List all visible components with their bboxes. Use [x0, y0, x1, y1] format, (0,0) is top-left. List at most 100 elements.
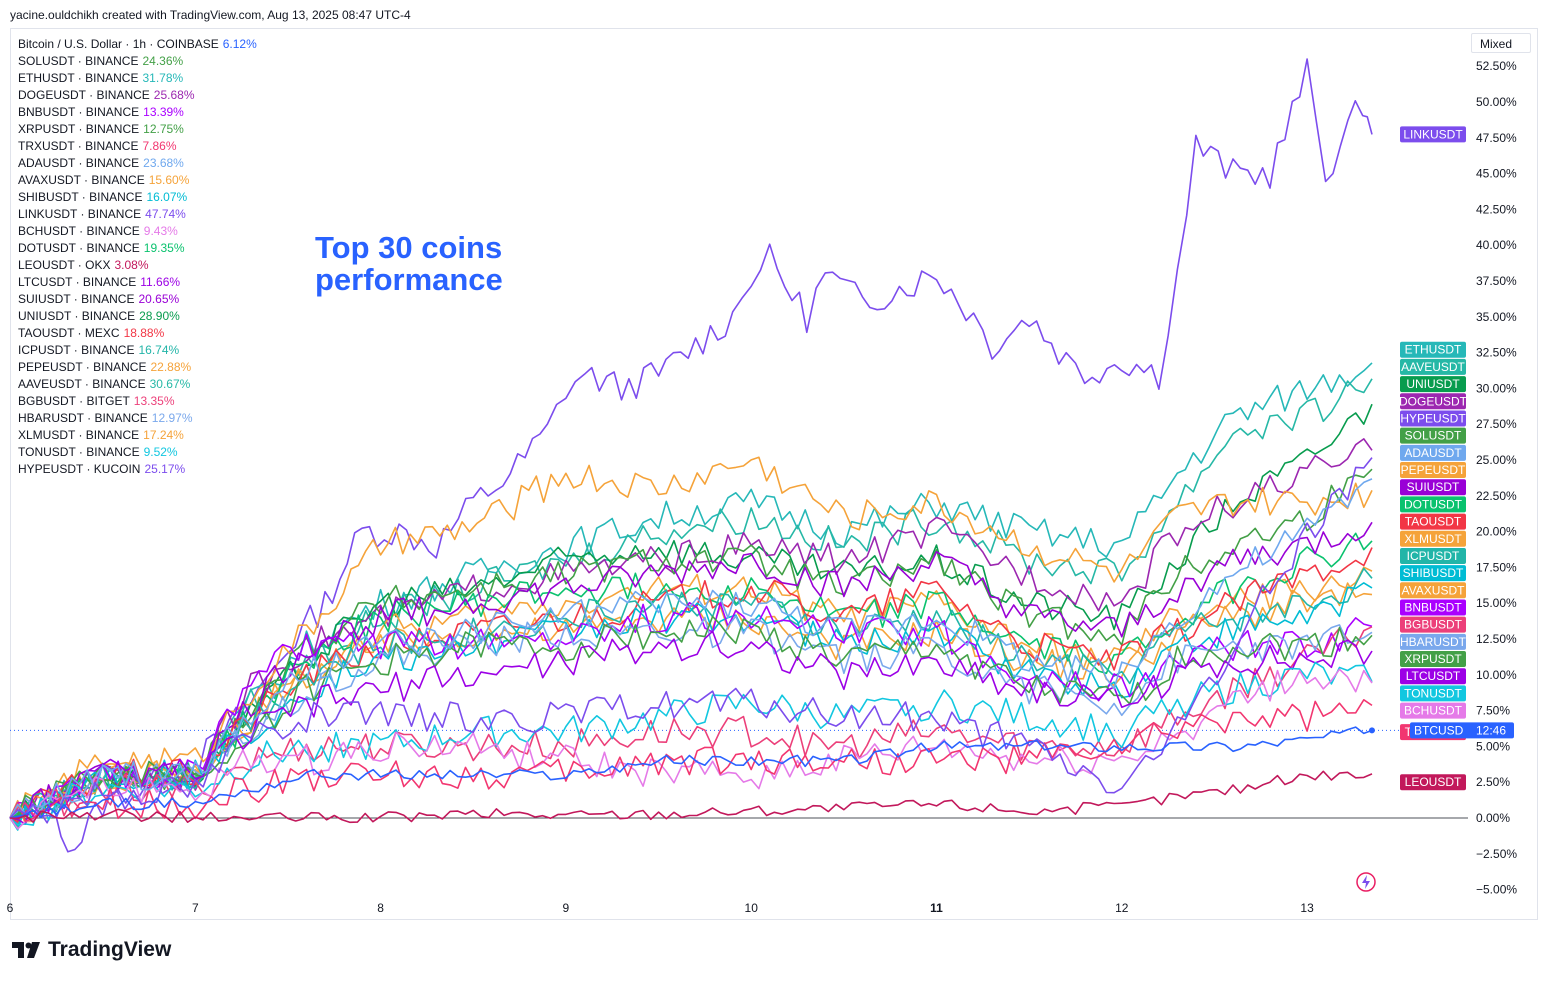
price-tag-label: BNBUSDT [1404, 600, 1462, 614]
legend-value: 11.66% [140, 275, 181, 289]
legend-item[interactable]: ADAUSDT · BINANCE 23.68% [18, 155, 257, 172]
lightning-icon[interactable] [1354, 870, 1378, 894]
x-tick-label: 6 [7, 901, 14, 915]
price-tag-label: PEPEUSDT [1401, 463, 1466, 477]
chart-annotation: Top 30 coins performance [315, 232, 503, 296]
price-tag-dotusdt [1400, 496, 1466, 513]
price-tag-label: AAVEUSDT [1401, 360, 1465, 374]
price-tag-xlmusdt [1400, 530, 1466, 547]
legend-item[interactable]: LEOUSDT · OKX 3.08% [18, 257, 257, 274]
legend-label: TONUSDT · BINANCE [18, 445, 140, 459]
y-tick-label: 7.50% [1476, 704, 1510, 718]
legend-item[interactable]: PEPEUSDT · BINANCE 22.88% [18, 359, 257, 376]
legend-label: BCHUSDT · BINANCE [18, 224, 140, 238]
y-tick-label: 12.50% [1476, 632, 1517, 646]
price-tag-label: SOLUSDT [1405, 429, 1462, 443]
series-line-suiusdt [9, 521, 1373, 819]
series-line-ltcusdt [9, 630, 1373, 825]
legend-label: DOTUSDT · BINANCE [18, 241, 140, 255]
legend-item[interactable]: DOTUSDT · BINANCE 19.35% [18, 240, 257, 257]
legend-item[interactable]: SOLUSDT · BINANCE 24.36% [18, 53, 257, 70]
y-tick-label: 5.00% [1476, 739, 1510, 753]
price-tag-label: ADAUSDT [1404, 446, 1462, 460]
legend-item[interactable]: HBARUSDT · BINANCE 12.97% [18, 410, 257, 427]
price-tag-label: LINKUSDT [1403, 127, 1463, 141]
brand-name: TradingView [48, 938, 172, 961]
series-line-hbarusdt [9, 615, 1373, 819]
legend-item[interactable]: LTCUSDT · BINANCE 11.66% [18, 274, 257, 291]
series-line-bnbusdt [9, 601, 1373, 819]
series-line-adausdt [9, 478, 1373, 819]
legend-item[interactable]: XLMUSDT · BINANCE 17.24% [18, 427, 257, 444]
price-tag-label: AVAXUSDT [1402, 583, 1466, 597]
legend-value: 13.39% [143, 105, 184, 119]
legend-label: SUIUSDT · BINANCE [18, 292, 135, 306]
legend-value: 20.65% [138, 292, 180, 306]
legend-label: DOGEUSDT · BINANCE [18, 88, 150, 102]
legend-label: LTCUSDT · BINANCE [18, 275, 137, 289]
price-tag-label: HBARUSDT [1400, 635, 1467, 649]
price-tag-label: TONUSDT [1404, 686, 1462, 700]
legend-value: 18.88% [123, 326, 165, 340]
series-line-leousdt [9, 770, 1373, 824]
legend-item[interactable]: TRXUSDT · BINANCE 7.86% [18, 138, 257, 155]
legend-value: 9.43% [143, 224, 178, 238]
price-tag-label: SUIUSDT [1407, 480, 1460, 494]
legend-item[interactable]: SHIBUSDT · BINANCE 16.07% [18, 189, 257, 206]
legend-label: BNBUSDT · BINANCE [18, 105, 140, 119]
legend-item[interactable]: Bitcoin / U.S. Dollar · 1h · COINBASE 6.1… [18, 36, 257, 53]
legend-value: 7.86% [142, 139, 177, 153]
legend-item[interactable]: BGBUSDT · BITGET 13.35% [18, 393, 257, 410]
legend-item[interactable]: AAVEUSDT · BINANCE 30.67% [18, 376, 257, 393]
legend-value: 17.24% [143, 428, 184, 442]
legend-value: 16.07% [146, 190, 188, 204]
y-tick-label: −2.50% [1476, 847, 1517, 861]
tradingview-logo: TradingView [12, 938, 171, 962]
legend-value: 19.35% [143, 241, 185, 255]
price-tag-label: XRPUSDT [1404, 652, 1462, 666]
legend-value: 31.78% [142, 71, 184, 85]
legend-item[interactable]: TONUSDT · BINANCE 9.52% [18, 444, 257, 461]
price-tag-label: LTCUSDT [1406, 669, 1461, 683]
legend-item[interactable]: ETHUSDT · BINANCE 31.78% [18, 70, 257, 87]
scale-mode-button[interactable]: Mixed [1471, 33, 1531, 53]
legend-value: 24.36% [142, 54, 184, 68]
x-tick-label: 10 [745, 901, 759, 915]
btc-last-point [1368, 727, 1375, 734]
legend-label: LEOUSDT · OKX [18, 258, 111, 272]
x-tick-label: 12 [1115, 901, 1129, 915]
x-tick-label: 8 [377, 901, 384, 915]
price-tag-label: XLMUSDT [1404, 532, 1462, 546]
y-tick-label: −5.00% [1476, 883, 1517, 897]
line-chart[interactable]: 52.50% 50.00% 47.50% 45.00% 42.50% 40.00% 37.5… [0, 0, 1549, 920]
legend-label: HYPEUSDT · KUCOIN [18, 462, 141, 476]
price-tag-hypeusdt [1400, 410, 1466, 427]
legend-item[interactable]: BNBUSDT · BINANCE 13.39% [18, 104, 257, 121]
legend-item[interactable]: ICPUSDT · BINANCE 16.74% [18, 342, 257, 359]
legend-item[interactable]: DOGEUSDT · BINANCE 25.68% [18, 87, 257, 104]
price-tag-leousdt [1400, 774, 1466, 791]
legend-item[interactable]: HYPEUSDT · KUCOIN 25.17% [18, 461, 257, 478]
y-tick-label: 20.00% [1476, 525, 1517, 539]
series-line-bchusdt [9, 668, 1373, 830]
y-tick-label: 22.50% [1476, 489, 1517, 503]
legend-label: AAVEUSDT · BINANCE [18, 377, 146, 391]
legend-item[interactable]: UNIUSDT · BINANCE 28.90% [18, 308, 257, 325]
legend-item[interactable]: AVAXUSDT · BINANCE 15.60% [18, 172, 257, 189]
price-tag-label: HYPEUSDT [1400, 411, 1466, 425]
legend-item[interactable]: SUIUSDT · BINANCE 20.65% [18, 291, 257, 308]
price-tag-ltcusdt [1400, 668, 1466, 685]
legend-value: 6.12% [222, 37, 257, 51]
legend-item[interactable]: XRPUSDT · BINANCE 12.75% [18, 121, 257, 138]
legend-item[interactable]: BCHUSDT · BINANCE 9.43% [18, 223, 257, 240]
legend-item[interactable]: TAOUSDT · MEXC 18.88% [18, 325, 257, 342]
legend-label: BGBUSDT · BITGET [18, 394, 130, 408]
series-line-ethusdt [9, 362, 1373, 823]
legend-item[interactable]: LINKUSDT · BINANCE 47.74% [18, 206, 257, 223]
series-line-pepeusdt [9, 456, 1373, 828]
legend-value: 12.97% [151, 411, 193, 425]
y-tick-label: 10.00% [1476, 668, 1517, 682]
series-line-linkusdt [9, 58, 1373, 853]
x-tick-label: 7 [192, 901, 199, 915]
price-tag-taousdt [1400, 513, 1466, 530]
